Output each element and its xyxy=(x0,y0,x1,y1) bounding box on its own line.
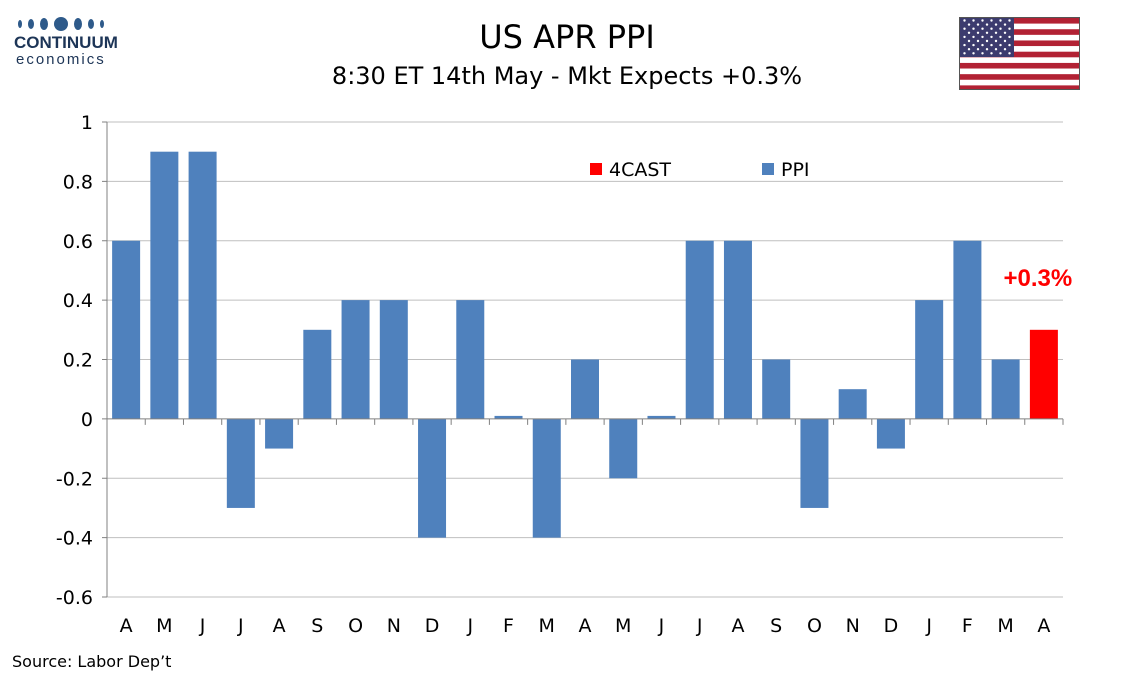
ppi-bar xyxy=(532,418,561,538)
y-tick-label: 0.8 xyxy=(63,171,93,193)
ppi-bar xyxy=(723,240,752,419)
ppi-bar xyxy=(150,151,179,419)
chart-title: US APR PPI xyxy=(479,18,655,56)
ppi-bar xyxy=(379,300,408,419)
x-tick-label: J xyxy=(925,615,932,637)
y-tick-labels: 1 0.8 0.6 0.4 0.2 0 -0.2 -0.4 -0.6 xyxy=(56,112,93,609)
logo-word: CONTINUUM xyxy=(14,33,118,52)
ppi-bar xyxy=(800,418,829,508)
x-tick-label: J xyxy=(696,615,703,637)
source-note: Source: Labor Dep’t xyxy=(12,652,172,671)
legend-label: 4CAST xyxy=(609,159,671,181)
ppi-bar xyxy=(647,415,676,419)
logo-subword: economics xyxy=(16,51,106,68)
legend-swatch xyxy=(762,163,774,175)
x-tick-label: D xyxy=(884,615,899,637)
x-tick-label: A xyxy=(579,615,592,637)
ppi-bar xyxy=(418,418,447,538)
chart-subtitle: 8:30 ET 14th May - Mkt Expects +0.3% xyxy=(331,62,803,90)
y-tick-label: -0.6 xyxy=(56,587,93,609)
ppi-bar xyxy=(915,300,944,419)
ppi-bar xyxy=(876,418,905,449)
y-tick-label: 0.2 xyxy=(63,350,93,372)
logo-dots-icon xyxy=(14,14,144,34)
ppi-bar xyxy=(685,240,714,419)
x-tick-label: J xyxy=(199,615,206,637)
x-tick-label: A xyxy=(273,615,286,637)
legend-swatch xyxy=(590,163,602,175)
x-tick-label: M xyxy=(997,615,1013,637)
x-tick-label: M xyxy=(156,615,172,637)
ppi-bar xyxy=(953,240,982,419)
ppi-bar xyxy=(494,415,523,419)
us-flag-icon xyxy=(959,17,1080,90)
legend: 4CAST PPI xyxy=(590,159,810,181)
x-tick-label: A xyxy=(120,615,133,637)
x-tick-label: J xyxy=(237,615,244,637)
legend-label: PPI xyxy=(781,159,810,181)
x-tick-label: O xyxy=(348,615,363,637)
x-tick-label: S xyxy=(770,615,782,637)
x-tick-label: F xyxy=(503,615,514,637)
ppi-bar xyxy=(762,359,791,419)
x-tick-label: F xyxy=(962,615,973,637)
y-tick-label: 0.6 xyxy=(63,231,93,253)
ppi-bar xyxy=(991,359,1020,419)
ppi-bar xyxy=(265,418,294,449)
x-tick-label: N xyxy=(846,615,860,637)
continuum-logo: CONTINUUM economics xyxy=(14,14,144,74)
forecast-bar xyxy=(1029,329,1058,419)
x-tick-label: J xyxy=(658,615,665,637)
y-tick-label: 1 xyxy=(81,112,93,134)
x-tick-label: J xyxy=(466,615,473,637)
y-tick-label: 0.4 xyxy=(63,290,93,312)
ppi-bar xyxy=(609,418,638,479)
y-tick-label: -0.4 xyxy=(56,528,93,550)
forecast-annotation: +0.3% xyxy=(1004,265,1073,292)
ppi-bar xyxy=(303,329,332,419)
ppi-bar xyxy=(456,300,485,419)
y-tick-label: -0.2 xyxy=(56,468,93,490)
ppi-bar xyxy=(571,359,599,419)
x-tick-label: N xyxy=(387,615,401,637)
x-tick-label: D xyxy=(425,615,440,637)
y-tick-label: 0 xyxy=(81,409,93,431)
x-tick-label: O xyxy=(807,615,822,637)
x-tick-label: M xyxy=(615,615,631,637)
x-tick-label: A xyxy=(1037,615,1050,637)
ppi-bar xyxy=(226,418,255,508)
x-tick-label: A xyxy=(731,615,744,637)
annotations: +0.3% xyxy=(1004,265,1073,292)
axes xyxy=(102,121,1064,598)
ppi-bar xyxy=(112,240,141,419)
bars xyxy=(112,151,1058,538)
x-tick-label: M xyxy=(539,615,555,637)
ppi-bar xyxy=(341,300,370,419)
ppi-bar xyxy=(188,151,217,419)
x-tick-label: S xyxy=(311,615,323,637)
ppi-bar xyxy=(838,389,867,419)
